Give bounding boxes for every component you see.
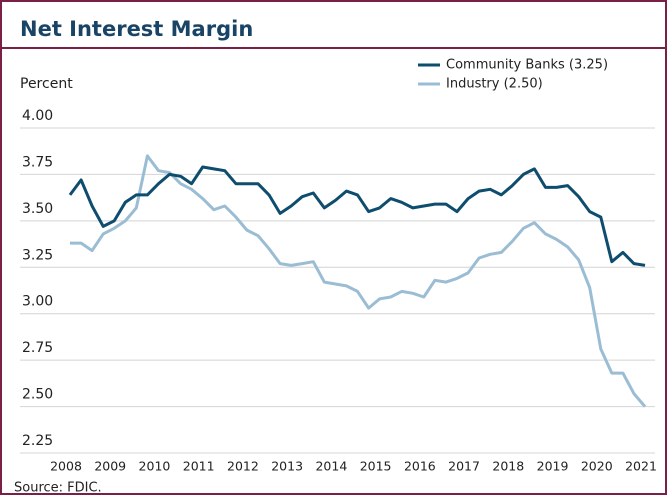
y-tick-label: 3.25 [22, 247, 53, 263]
y-tick-label: 2.75 [22, 340, 53, 356]
x-tick-label: 2012 [227, 459, 259, 474]
x-tick-label: 2009 [94, 459, 126, 474]
y-tick-label: 3.75 [22, 154, 53, 170]
x-tick-label: 2019 [537, 459, 569, 474]
legend-label: Community Banks (3.25) [446, 58, 608, 73]
y-tick-label: 4.00 [22, 108, 53, 124]
x-tick-label: 2014 [315, 459, 347, 474]
x-tick-label: 2015 [360, 459, 392, 474]
legend-label: Industry (2.50) [446, 77, 543, 92]
x-tick-label: 2017 [448, 459, 480, 474]
y-tick-label: 2.25 [22, 433, 53, 449]
x-tick-label: 2013 [271, 459, 303, 474]
x-tick-label: 2016 [404, 459, 436, 474]
y-tick-label: 2.50 [22, 387, 53, 403]
series-line [70, 154, 647, 408]
source-note: Source: FDIC. [14, 481, 102, 495]
y-tick-label: 3.00 [22, 294, 53, 310]
y-axis-label: Percent [20, 76, 73, 92]
x-tick-label: 2020 [581, 459, 613, 474]
series-line [68, 165, 646, 267]
x-tick-label: 2008 [50, 459, 82, 474]
chart-title: Net Interest Margin [20, 17, 253, 41]
x-tick-label: 2018 [492, 459, 524, 474]
x-tick-label: 2021 [625, 459, 657, 474]
x-tick-label: 2011 [183, 459, 215, 474]
x-tick-label: 2010 [139, 459, 171, 474]
y-tick-label: 3.50 [22, 201, 53, 217]
